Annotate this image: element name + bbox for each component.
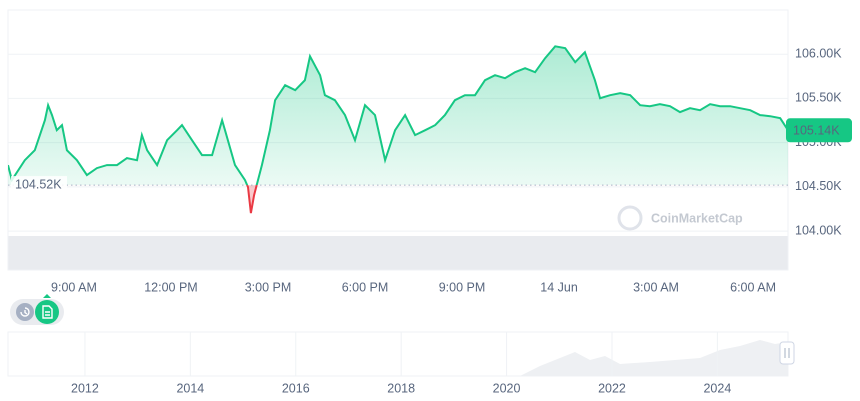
- navigator-tick-label: 2020: [493, 381, 521, 395]
- x-tick-label: 3:00 PM: [245, 280, 292, 294]
- watermark-text: CoinMarketCap: [651, 211, 743, 225]
- x-tick-label: 6:00 AM: [730, 280, 776, 294]
- document-icon: [42, 305, 53, 319]
- watermark-logo: [617, 205, 643, 231]
- history-buttons[interactable]: [10, 294, 64, 325]
- navigator-tick-label: 2022: [598, 381, 626, 395]
- navigator-tick-label: 2024: [703, 381, 731, 395]
- price-line: [8, 45, 788, 186]
- y-tick-label: 105.50K: [795, 91, 842, 105]
- x-tick-label: 9:00 PM: [439, 280, 486, 294]
- baseline-label-bg: [11, 176, 67, 195]
- area-up: [8, 46, 788, 186]
- navigator-tick-label: 2014: [176, 381, 204, 395]
- navigator-tick-label: 2016: [282, 381, 310, 395]
- y-tick-label: 104.50K: [795, 179, 842, 193]
- x-tick-label: 14 Jun: [540, 280, 578, 294]
- handle-grip: [784, 348, 790, 358]
- navigator-tick-label: 2018: [387, 381, 415, 395]
- watermark: CoinMarketCap: [617, 205, 743, 231]
- x-tick-label: 3:00 AM: [633, 280, 679, 294]
- current-price-label: 105.14K: [793, 124, 840, 138]
- navigator-handle[interactable]: [779, 341, 795, 365]
- x-tick-label: 12:00 PM: [144, 280, 198, 294]
- current-price-badge: [786, 118, 852, 143]
- volume-band: [8, 236, 788, 270]
- navigator-area: [520, 340, 788, 376]
- history-icon: [20, 307, 30, 317]
- navigator-tick-label: 2012: [71, 381, 99, 395]
- x-tick-label: 6:00 PM: [342, 280, 389, 294]
- y-tick-label: 106.00K: [795, 47, 842, 61]
- x-tick-label: 9:00 AM: [51, 280, 97, 294]
- baseline-label: 104.52K: [15, 177, 62, 191]
- pointer: [43, 294, 51, 298]
- y-tick-label: 104.00K: [795, 223, 842, 237]
